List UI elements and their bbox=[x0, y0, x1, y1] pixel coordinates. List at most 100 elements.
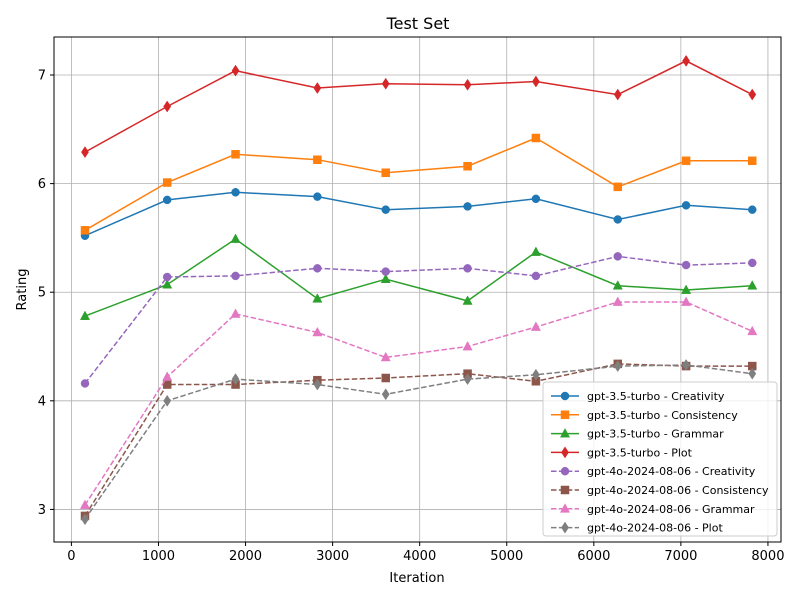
data-point bbox=[313, 82, 322, 94]
legend-marker bbox=[560, 410, 570, 420]
data-point bbox=[747, 325, 758, 336]
data-point bbox=[531, 194, 541, 204]
data-point bbox=[748, 258, 757, 268]
data-point bbox=[381, 373, 390, 383]
series-3 bbox=[79, 233, 758, 320]
data-point bbox=[748, 156, 757, 166]
data-point bbox=[231, 150, 240, 159]
y-tick-label: 4 bbox=[38, 394, 46, 409]
data-point bbox=[612, 280, 623, 290]
legend-label: gpt-4o-2024-08-06 - Creativity bbox=[587, 465, 756, 478]
x-tick-label: 2000 bbox=[229, 549, 262, 564]
data-point bbox=[381, 205, 390, 214]
data-point bbox=[681, 260, 691, 270]
series-7 bbox=[79, 296, 758, 509]
data-point bbox=[681, 284, 692, 294]
data-point bbox=[163, 100, 172, 113]
data-point bbox=[80, 379, 90, 388]
data-point bbox=[463, 264, 472, 273]
data-point bbox=[230, 233, 241, 243]
series-line bbox=[84, 364, 753, 520]
data-point bbox=[380, 351, 391, 362]
y-tick-label: 7 bbox=[38, 69, 46, 84]
x-axis-label: Iteration bbox=[389, 571, 444, 586]
grid-lines bbox=[54, 37, 781, 542]
axis-ticks: 0 1000 2000 3000 4000 5000 6000 7000 8000 3 4 5 6 7 bbox=[38, 69, 785, 564]
legend-label: gpt-3.5-turbo - Plot bbox=[587, 446, 693, 459]
series-line bbox=[84, 137, 753, 231]
data-point bbox=[748, 205, 757, 214]
series-line bbox=[84, 191, 753, 237]
data-point bbox=[163, 394, 172, 407]
series-line bbox=[84, 60, 753, 153]
data-point bbox=[681, 201, 691, 210]
series-4 bbox=[81, 54, 757, 159]
series-1 bbox=[80, 188, 757, 240]
data-point bbox=[463, 78, 472, 91]
y-tick-label: 3 bbox=[38, 503, 46, 518]
data-point bbox=[162, 279, 173, 289]
legend-label: gpt-4o-2024-08-06 - Plot bbox=[587, 522, 723, 535]
x-tick-label: 1000 bbox=[142, 549, 175, 564]
series-line bbox=[84, 238, 753, 317]
data-point bbox=[531, 271, 541, 281]
data-point bbox=[162, 371, 173, 381]
data-point bbox=[463, 202, 472, 211]
x-tick-label: 4000 bbox=[403, 549, 436, 564]
data-point bbox=[313, 155, 322, 164]
data-point bbox=[681, 296, 692, 306]
x-tick-label: 3000 bbox=[316, 549, 349, 564]
data-point bbox=[682, 359, 690, 371]
data-point bbox=[231, 64, 240, 77]
legend-marker bbox=[560, 466, 570, 476]
legend: gpt-3.5-turbo - Creativity gpt-3.5-turbo … bbox=[542, 381, 778, 537]
data-point bbox=[747, 280, 758, 290]
data-point bbox=[748, 367, 757, 380]
legend-label: gpt-3.5-turbo - Consistency bbox=[587, 409, 738, 422]
data-point bbox=[613, 88, 622, 101]
data-point bbox=[231, 373, 240, 386]
data-point bbox=[313, 192, 322, 201]
legend-marker bbox=[560, 391, 570, 401]
data-point bbox=[79, 310, 91, 320]
legend-marker bbox=[560, 485, 570, 495]
data-point bbox=[312, 326, 323, 337]
legend-marker bbox=[561, 446, 569, 459]
data-point bbox=[231, 271, 240, 281]
x-tick-label: 5000 bbox=[490, 549, 523, 564]
data-point bbox=[381, 77, 390, 90]
data-point bbox=[162, 272, 172, 282]
data-point bbox=[230, 308, 241, 318]
data-point bbox=[463, 161, 472, 171]
data-point bbox=[613, 252, 623, 261]
legend-box bbox=[542, 381, 778, 537]
legend-label: gpt-3.5-turbo - Grammar bbox=[587, 428, 724, 441]
data-point bbox=[381, 388, 390, 401]
data-point bbox=[613, 360, 622, 373]
legend-label: gpt-4o-2024-08-06 - Consistency bbox=[587, 484, 769, 497]
chart-title: Test Set bbox=[386, 14, 450, 33]
data-point bbox=[613, 215, 623, 224]
legend-label: gpt-3.5-turbo - Creativity bbox=[587, 390, 725, 403]
legend-label: gpt-4o-2024-08-06 - Grammar bbox=[587, 503, 755, 516]
data-point bbox=[231, 188, 240, 197]
data-point bbox=[312, 293, 323, 303]
data-point bbox=[162, 195, 172, 205]
y-tick-label: 6 bbox=[38, 177, 46, 192]
y-tick-label: 5 bbox=[38, 286, 46, 301]
data-point bbox=[80, 226, 90, 235]
data-point bbox=[532, 75, 540, 88]
y-axis-label: Rating bbox=[15, 269, 30, 311]
x-tick-label: 6000 bbox=[577, 549, 610, 564]
data-point bbox=[681, 156, 691, 166]
series-line bbox=[84, 255, 753, 384]
data-point bbox=[612, 296, 623, 306]
series-5 bbox=[80, 252, 757, 388]
data-point bbox=[463, 373, 472, 386]
data-point bbox=[313, 378, 322, 391]
data-point bbox=[462, 340, 473, 351]
data-point bbox=[81, 146, 89, 159]
series-lines bbox=[79, 54, 758, 526]
series-2 bbox=[80, 133, 757, 235]
